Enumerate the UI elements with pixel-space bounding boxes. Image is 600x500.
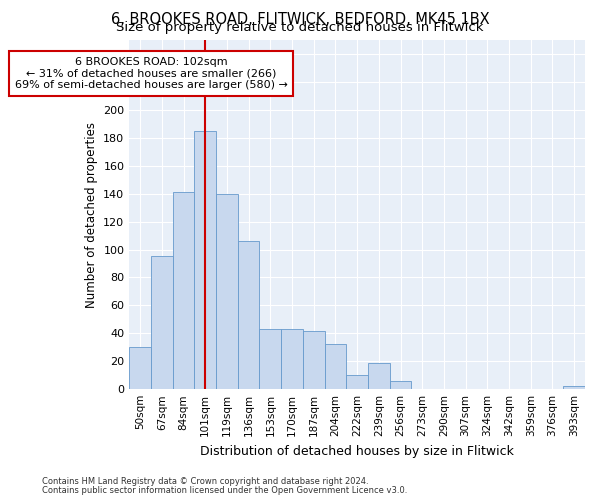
Text: 6, BROOKES ROAD, FLITWICK, BEDFORD, MK45 1BX: 6, BROOKES ROAD, FLITWICK, BEDFORD, MK45… xyxy=(110,12,490,26)
Bar xyxy=(194,131,216,389)
Bar xyxy=(325,344,346,389)
Text: 6 BROOKES ROAD: 102sqm
← 31% of detached houses are smaller (266)
69% of semi-de: 6 BROOKES ROAD: 102sqm ← 31% of detached… xyxy=(14,57,287,90)
Bar xyxy=(129,348,151,389)
Bar xyxy=(216,194,238,389)
Bar xyxy=(563,386,585,389)
Bar xyxy=(281,329,303,389)
Bar xyxy=(259,329,281,389)
X-axis label: Distribution of detached houses by size in Flitwick: Distribution of detached houses by size … xyxy=(200,444,514,458)
Bar xyxy=(151,256,173,389)
Bar xyxy=(303,330,325,389)
Text: Contains public sector information licensed under the Open Government Licence v3: Contains public sector information licen… xyxy=(42,486,407,495)
Text: Size of property relative to detached houses in Flitwick: Size of property relative to detached ho… xyxy=(116,22,484,35)
Y-axis label: Number of detached properties: Number of detached properties xyxy=(85,122,98,308)
Text: Contains HM Land Registry data © Crown copyright and database right 2024.: Contains HM Land Registry data © Crown c… xyxy=(42,477,368,486)
Bar xyxy=(238,241,259,389)
Bar xyxy=(389,381,412,389)
Bar xyxy=(346,375,368,389)
Bar xyxy=(173,192,194,389)
Bar xyxy=(368,362,389,389)
